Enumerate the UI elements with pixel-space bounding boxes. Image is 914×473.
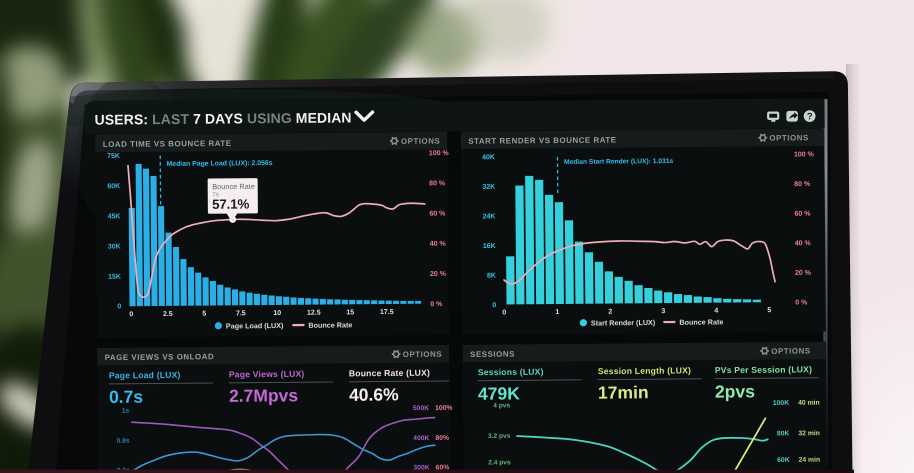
svg-text:OPTIONS: OPTIONS [771,347,810,356]
svg-text:2.5: 2.5 [163,311,173,318]
svg-text:2pvs: 2pvs [715,381,755,401]
svg-text:Page Load (LUX): Page Load (LUX) [226,321,284,331]
svg-text:24K: 24K [483,213,496,220]
svg-text:7.5: 7.5 [236,310,246,317]
svg-text:SESSIONS: SESSIONS [470,350,515,359]
svg-text:Start Render (LUX): Start Render (LUX) [591,318,656,328]
svg-text:60K: 60K [107,183,120,190]
svg-text:Bounce Rate: Bounce Rate [679,317,723,326]
svg-text:Median Start Render (LUX): 1.0: Median Start Render (LUX): 1.031s [564,158,674,166]
svg-text:2: 2 [608,309,612,316]
svg-text:2.4 pvs: 2.4 pvs [488,459,511,466]
svg-text:60 %: 60 % [429,210,446,217]
svg-text:60 %: 60 % [794,211,811,218]
svg-text:80K: 80K [777,430,790,437]
svg-text:100K: 100K [773,400,789,407]
svg-text:57.1%: 57.1% [212,196,249,211]
svg-text:USERS: LAST 7 DAYS USING MEDIA: USERS: LAST 7 DAYS USING MEDIAN [95,109,352,127]
svg-text:15: 15 [346,309,354,316]
svg-text:Median Page Load (LUX): 2.056s: Median Page Load (LUX): 2.056s [166,160,272,168]
svg-text:100 %: 100 % [794,151,815,158]
svg-text:17min: 17min [598,382,649,402]
svg-text:0.7s: 0.7s [109,387,144,407]
svg-text:PVs Per Session (LUX): PVs Per Session (LUX) [715,364,812,375]
svg-text:30K: 30K [108,244,121,251]
svg-text:100%: 100% [435,405,452,412]
svg-text:Page Load (LUX): Page Load (LUX) [109,370,181,381]
svg-text:3: 3 [661,308,665,315]
svg-text:20 %: 20 % [430,271,447,278]
svg-text:3.2 pvs: 3.2 pvs [488,433,511,440]
svg-text:5: 5 [202,311,206,318]
svg-text:300K: 300K [413,465,429,472]
svg-text:75K: 75K [107,153,120,160]
svg-text:60%: 60% [436,464,450,471]
svg-text:100 %: 100 % [429,150,450,157]
svg-text:10: 10 [273,310,281,317]
svg-text:Bounce Rate: Bounce Rate [308,320,352,329]
svg-text:40 min: 40 min [798,400,820,407]
svg-text:Page Views (LUX): Page Views (LUX) [229,369,305,380]
svg-text:45K: 45K [108,213,121,220]
svg-text:40K: 40K [482,154,495,161]
svg-text:Bounce Rate: Bounce Rate [212,182,255,191]
svg-text:80 %: 80 % [429,180,446,187]
svg-text:400K: 400K [413,435,429,442]
svg-text:OPTIONS: OPTIONS [769,133,808,142]
svg-text:40.6%: 40.6% [349,384,399,404]
svg-text:2.7Mpvs: 2.7Mpvs [229,385,298,406]
svg-text:60K: 60K [777,457,790,464]
svg-text:0: 0 [502,309,506,316]
svg-text:Sessions (LUX): Sessions (LUX) [478,367,544,378]
svg-text:4 pvs: 4 pvs [493,402,510,409]
svg-text:80 %: 80 % [794,181,811,188]
svg-text:24 min: 24 min [799,457,821,464]
svg-text:20 %: 20 % [795,270,812,277]
svg-text:80%: 80% [435,435,449,442]
svg-text:4: 4 [714,308,718,315]
svg-text:8K: 8K [487,273,496,280]
svg-text:16K: 16K [483,243,496,250]
svg-text:32 min: 32 min [798,430,820,437]
svg-text:479K: 479K [478,383,520,403]
svg-text:40 %: 40 % [430,241,447,248]
svg-text:32K: 32K [482,184,495,191]
svg-text:Session Length (LUX): Session Length (LUX) [598,365,691,376]
svg-text:START RENDER VS BOUNCE RATE: START RENDER VS BOUNCE RATE [468,135,616,145]
svg-text:15K: 15K [108,274,121,281]
svg-text:12.5: 12.5 [307,310,321,317]
svg-text:0 %: 0 % [430,301,443,308]
svg-text:17.5: 17.5 [380,309,394,316]
svg-text:0: 0 [492,302,496,309]
svg-text:OPTIONS: OPTIONS [401,137,440,146]
svg-text:7s: 7s [212,191,219,198]
svg-text:0: 0 [117,303,121,310]
svg-text:0 %: 0 % [795,299,808,306]
svg-text:Bounce Rate (LUX): Bounce Rate (LUX) [349,368,430,379]
svg-text:5: 5 [767,307,771,314]
svg-text:?: ? [807,111,813,122]
svg-text:40 %: 40 % [795,240,812,247]
svg-text:OPTIONS: OPTIONS [403,350,442,359]
svg-text:1s: 1s [122,408,130,415]
svg-text:0: 0 [129,311,133,318]
svg-text:LOAD TIME VS BOUNCE RATE: LOAD TIME VS BOUNCE RATE [103,139,232,149]
svg-text:1: 1 [555,309,559,316]
svg-text:500K: 500K [413,405,429,412]
svg-text:PAGE VIEWS VS ONLOAD: PAGE VIEWS VS ONLOAD [105,352,215,362]
svg-text:0.8s: 0.8s [117,438,130,445]
